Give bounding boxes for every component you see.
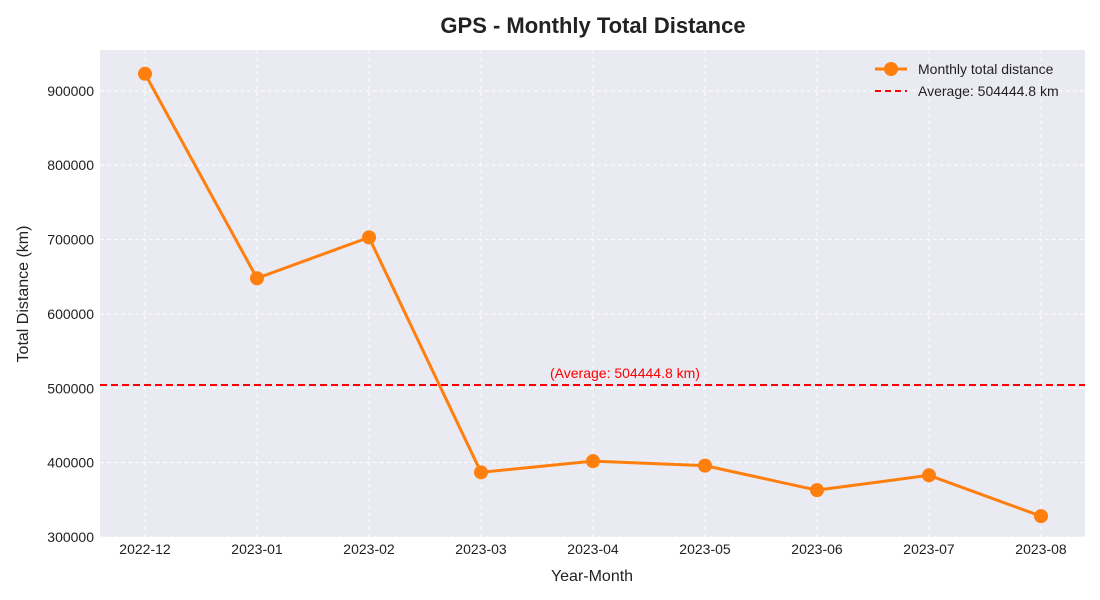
x-tick-label: 2023-04 [567, 541, 619, 557]
data-point [250, 271, 264, 286]
x-tick-label: 2023-02 [343, 541, 395, 557]
x-tick-label: 2023-08 [1015, 541, 1067, 557]
data-point [138, 66, 152, 81]
x-axis-label: Year-Month [551, 568, 633, 585]
x-tick-label: 2023-05 [679, 541, 731, 557]
average-annotation: (Average: 504444.8 km) [550, 365, 700, 381]
x-tick-label: 2023-06 [791, 541, 843, 557]
y-tick-label: 700000 [47, 232, 94, 248]
y-tick-label: 500000 [47, 380, 94, 396]
data-point [362, 230, 376, 245]
legend-entry-series: Monthly total distance [918, 61, 1054, 77]
data-point [1034, 509, 1048, 524]
x-tick-label: 2022-12 [119, 541, 171, 557]
data-point [474, 465, 488, 480]
data-point [922, 468, 936, 483]
x-tick-label: 2023-01 [231, 541, 283, 557]
legend-entry-average: Average: 504444.8 km [918, 83, 1059, 99]
y-tick-label: 300000 [47, 529, 94, 545]
x-tick-label: 2023-03 [455, 541, 507, 557]
y-tick-label: 900000 [47, 83, 94, 99]
data-point [810, 483, 824, 498]
data-point [586, 454, 600, 469]
legend-marker-series [884, 62, 898, 76]
y-tick-label: 600000 [47, 306, 94, 322]
data-points [138, 66, 1048, 524]
x-tick-label: 2023-07 [903, 541, 955, 557]
legend: Monthly total distance Average: 504444.8… [875, 61, 1059, 99]
x-axis-ticks: 2022-12 2023-01 2023-02 2023-03 2023-04 2023-… [119, 541, 1067, 557]
y-axis-label: Total Distance (km) [15, 226, 32, 363]
data-point [698, 458, 712, 473]
y-tick-label: 400000 [47, 455, 94, 471]
chart-title: GPS - Monthly Total Distance [440, 13, 745, 38]
y-tick-label: 800000 [47, 157, 94, 173]
y-axis-ticks: 300000 400000 500000 600000 700000 800000 9000… [47, 83, 94, 545]
